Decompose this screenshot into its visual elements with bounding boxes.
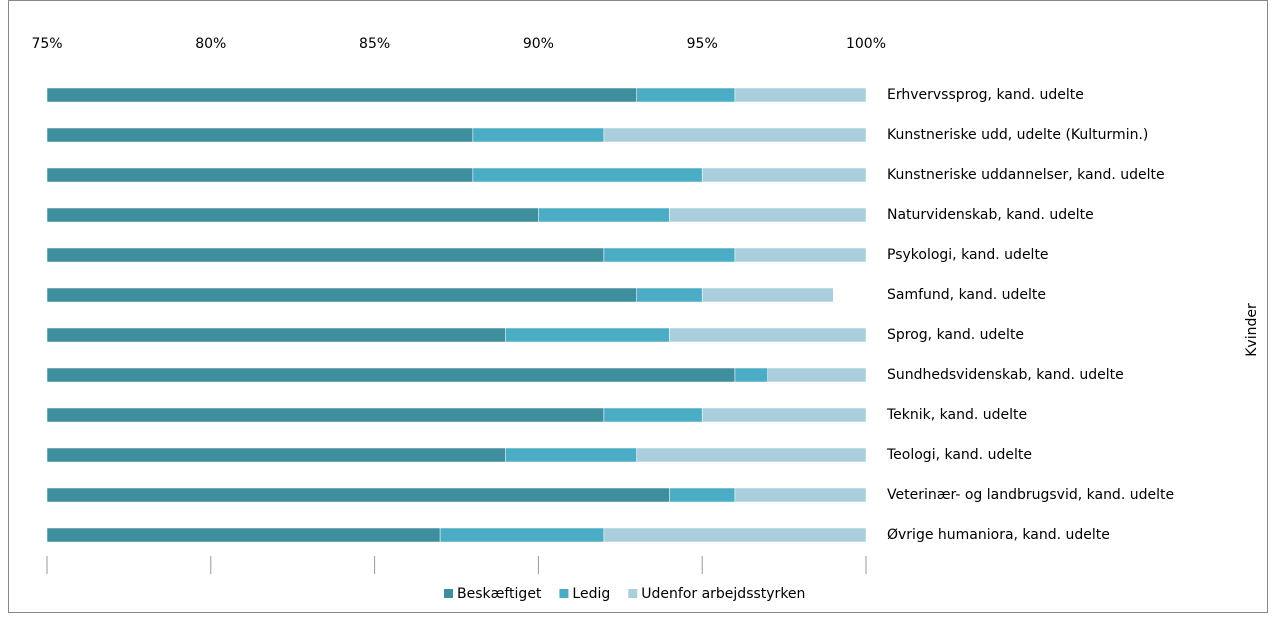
bar-segment	[439, 527, 605, 543]
legend-label: Beskæftiget	[457, 586, 542, 602]
bar-segment	[669, 487, 736, 503]
bar-segment	[46, 87, 637, 103]
bar-segment	[701, 167, 867, 183]
legend-label: Ledig	[572, 586, 610, 602]
x-tick-label: 90%	[523, 36, 554, 52]
bar-segment	[669, 207, 867, 223]
bar-segment	[46, 527, 441, 543]
x-tick-label: 85%	[359, 36, 390, 52]
bar-segment	[46, 447, 506, 463]
bar-segment	[636, 287, 703, 303]
x-tick-label: 100%	[846, 36, 886, 52]
x-tick-label: 75%	[31, 36, 62, 52]
x-tick-label: 80%	[195, 36, 226, 52]
bar-segment	[636, 447, 867, 463]
bar-segment	[505, 447, 637, 463]
bar-segment	[46, 407, 605, 423]
bar-segment	[701, 287, 834, 303]
bar-segment	[603, 527, 867, 543]
category-label: Kunstneriske uddannelser, kand. udelte	[887, 167, 1165, 183]
category-label: Sprog, kand. udelte	[887, 327, 1024, 343]
bar-segment	[46, 487, 670, 503]
category-label: Øvrige humaniora, kand. udelte	[887, 527, 1110, 543]
bar-segment	[734, 87, 867, 103]
bar-segment	[734, 487, 867, 503]
legend-swatch	[444, 589, 453, 598]
legend-swatch	[628, 589, 638, 598]
bar-segment	[46, 287, 637, 303]
bar-segment	[472, 127, 605, 143]
category-label: Teknik, kand. udelte	[886, 407, 1027, 423]
x-tick-label: 95%	[687, 36, 718, 52]
bar-segment	[734, 367, 768, 383]
bar-segment	[734, 247, 867, 263]
category-label: Veterinær- og landbrugsvid, kand. udelte	[887, 487, 1174, 503]
category-label: Naturvidenskab, kand. udelte	[887, 207, 1094, 223]
bar-segment	[767, 367, 867, 383]
category-label: Teologi, kand. udelte	[886, 447, 1032, 463]
y-axis-label: Kvinder	[1244, 303, 1260, 357]
bar-segment	[701, 407, 867, 423]
bar-segment	[669, 327, 867, 343]
bar-segment	[46, 207, 539, 223]
bar-segment	[46, 327, 506, 343]
bar-segment	[538, 207, 670, 223]
bar-segment	[603, 407, 703, 423]
bar-segment	[46, 167, 474, 183]
bar-segment	[505, 327, 670, 343]
category-label: Sundhedsvidenskab, kand. udelte	[887, 367, 1124, 383]
category-label: Psykologi, kand. udelte	[887, 247, 1049, 263]
category-label: Erhvervssprog, kand. udelte	[887, 87, 1084, 103]
legend-label: Udenfor arbejdsstyrken	[641, 586, 805, 602]
bar-segment	[46, 367, 736, 383]
category-label: Samfund, kand. udelte	[887, 287, 1046, 303]
bar-segment	[603, 127, 867, 143]
category-label: Kunstneriske udd, udelte (Kulturmin.)	[887, 127, 1148, 143]
bar-segment	[472, 167, 703, 183]
bar-segment	[603, 247, 736, 263]
bar-segment	[46, 127, 474, 143]
chart-frame	[8, 0, 1268, 613]
legend-swatch	[559, 589, 569, 598]
bar-segment	[46, 247, 605, 263]
bar-segment	[636, 87, 736, 103]
